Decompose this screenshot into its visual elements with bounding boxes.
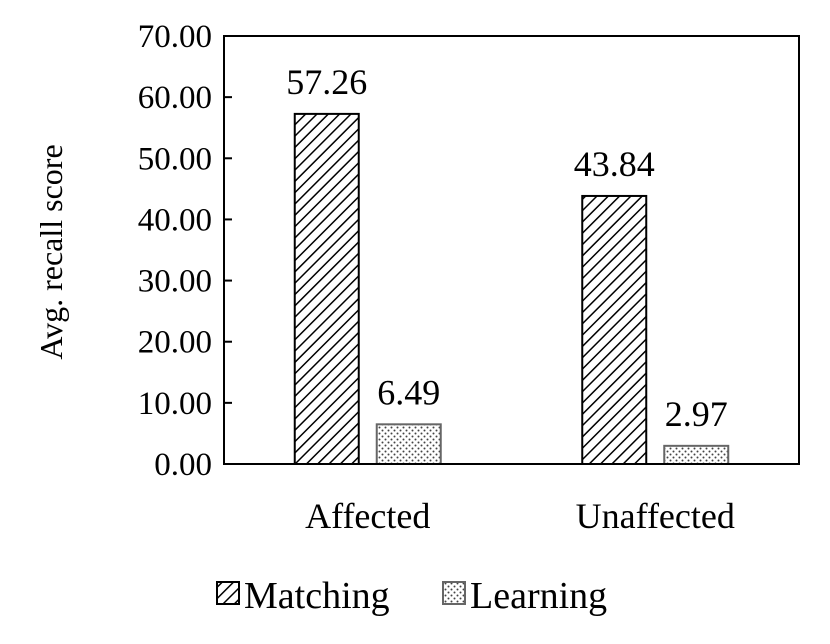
y-tick-label: 40.00 [138, 202, 212, 238]
legend: Matching Learning [216, 575, 607, 617]
y-tick-label: 30.00 [138, 264, 212, 300]
bars [293, 112, 730, 466]
data-label-learning-unaffected: 2.97 [665, 394, 728, 434]
bar-learning-unaffected [663, 444, 730, 466]
y-tick-label: 0.00 [154, 447, 212, 483]
bar-matching-unaffected [581, 194, 648, 465]
y-axis-label: Avg. recall score [33, 144, 69, 359]
bar-learning-affected [375, 423, 442, 466]
data-label-learning-affected: 6.49 [377, 372, 440, 412]
plot-area-frame [223, 35, 800, 465]
data-labels: 57.26 6.49 43.84 2.97 [286, 62, 728, 434]
legend-label-matching: Matching [244, 575, 390, 617]
x-category-label: Affected [305, 496, 430, 536]
data-label-matching-affected: 57.26 [286, 62, 367, 102]
legend-label-learning: Learning [470, 575, 607, 617]
legend-swatch-learning [442, 581, 466, 605]
bar-matching-affected [293, 112, 360, 466]
y-axis-ticks: 0.00 10.00 20.00 30.00 40.00 50.00 60.00 70.00 [138, 19, 232, 483]
x-category-label: Unaffected [576, 496, 735, 536]
x-axis-categories: Affected Unaffected [305, 496, 735, 536]
legend-swatch-matching [216, 581, 240, 605]
y-tick-label: 60.00 [138, 80, 212, 116]
y-tick-label: 50.00 [138, 141, 212, 177]
y-tick-label: 20.00 [138, 325, 212, 361]
data-label-matching-unaffected: 43.84 [574, 144, 655, 184]
y-tick-label: 10.00 [138, 386, 212, 422]
y-tick-label: 70.00 [138, 19, 212, 55]
